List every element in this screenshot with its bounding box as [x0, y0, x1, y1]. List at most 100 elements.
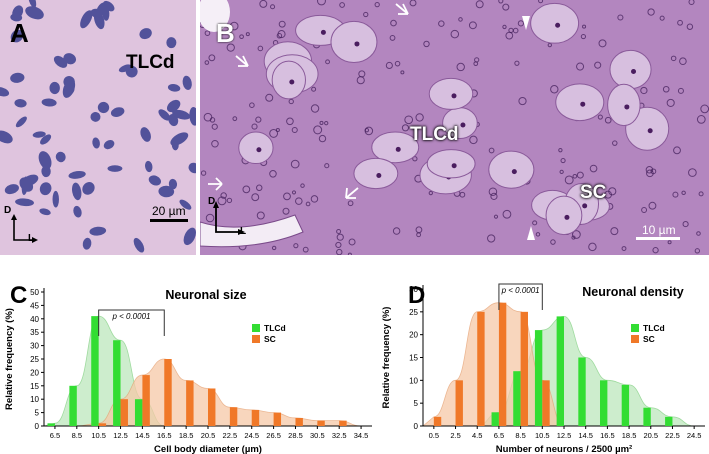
panel-a-scale-bar	[150, 219, 188, 222]
y-tick-label: 25	[30, 355, 39, 364]
legend-swatch	[631, 335, 639, 343]
panel-a-axis-d: D	[4, 205, 12, 216]
legend-label: SC	[264, 334, 276, 344]
panel-a-region-label: TLCd	[126, 52, 175, 73]
panel-b-letter: B	[216, 18, 235, 48]
y-axis-label: Relative frequency (%)	[4, 308, 15, 410]
panel-b-axis-l: L	[240, 226, 247, 237]
panel-b-axis-d: D	[208, 196, 216, 207]
sc-bar	[433, 416, 442, 426]
x-tick-label: 6.5	[494, 431, 504, 440]
sc-bar	[339, 420, 347, 426]
y-tick-label: 0	[35, 422, 40, 431]
y-tick-label: 10	[409, 376, 418, 385]
x-tick-label: 18.5	[622, 431, 637, 440]
y-tick-label: 40	[30, 315, 39, 324]
sc-bar	[477, 311, 485, 426]
x-axis-label: Number of neurons / 2500 µm²	[496, 444, 632, 454]
panel-a-micrograph	[0, 0, 196, 255]
tlcd-bar	[600, 380, 608, 426]
sc-bar	[208, 388, 216, 426]
x-tick-label: 10.5	[535, 431, 550, 440]
x-tick-label: 6.5	[50, 431, 60, 440]
x-tick-label: 14.5	[135, 431, 150, 440]
tlcd-bar	[556, 316, 564, 426]
y-tick-label: 50	[30, 288, 39, 297]
x-tick-label: 8.5	[515, 431, 525, 440]
y-tick-label: 45	[30, 301, 39, 310]
x-tick-label: 28.5	[288, 431, 303, 440]
chart-neuronal-density: 0 5 10 15 20 25 30 0.5 2.5 4.5 6.5 8.5 10.5 12.5 14.5 1…	[381, 283, 705, 454]
sc-bar	[273, 412, 282, 426]
panel-b-micrograph	[200, 0, 709, 255]
sc-bar	[98, 423, 107, 426]
x-tick-label: 24.5	[687, 431, 702, 440]
x-tick-label: 18.5	[179, 431, 194, 440]
tlcd-bar	[134, 399, 143, 426]
tlcd-bar	[578, 357, 586, 426]
panel-b-orientation	[213, 201, 245, 235]
sc-bar	[251, 409, 260, 426]
y-tick-label: 10	[30, 395, 39, 404]
x-tick-label: 14.5	[578, 431, 593, 440]
tlcd-bar	[491, 412, 499, 426]
y-tick-label: 5	[414, 399, 419, 408]
x-tick-label: 22.5	[223, 431, 238, 440]
tlcd-bar	[69, 385, 77, 426]
panel-a-scale-label: 20 µm	[152, 204, 186, 218]
x-tick-label: 12.5	[557, 431, 572, 440]
tlcd-bar	[47, 423, 55, 426]
panel-b-scale-bar	[636, 237, 680, 240]
x-tick-label: 20.5	[643, 431, 658, 440]
x-tick-label: 22.5	[665, 431, 680, 440]
sc-bar	[498, 302, 507, 426]
sc-bar	[317, 420, 325, 426]
legend-swatch	[252, 324, 260, 332]
sc-bar	[142, 375, 150, 426]
legend-swatch	[252, 335, 260, 343]
legend-label: SC	[643, 334, 655, 344]
panel-a-axis-l: L	[28, 233, 35, 244]
y-tick-label: 0	[414, 422, 419, 431]
panel-a-letter: A	[10, 18, 29, 48]
chart-neuronal-size: 0 5 10 15 20 25 30 35 40 45 50 6.5 8.5 10.5 12.5 14.5 16…	[4, 288, 372, 454]
y-tick-label: 35	[30, 328, 39, 337]
x-tick-label: 32.5	[332, 431, 347, 440]
sc-bar	[542, 380, 550, 426]
y-tick-label: 25	[409, 308, 418, 317]
sc-bar	[295, 417, 303, 426]
y-tick-label: 15	[409, 354, 418, 363]
sc-bar	[520, 311, 528, 426]
x-tick-label: 12.5	[113, 431, 128, 440]
x-tick-label: 10.5	[91, 431, 106, 440]
panel-a-orientation	[11, 214, 38, 243]
legend-label: TLCd	[264, 323, 286, 333]
y-tick-label: 30	[409, 285, 418, 294]
x-tick-label: 16.5	[157, 431, 172, 440]
arrowhead-icon	[527, 226, 535, 240]
y-tick-label: 20	[30, 368, 39, 377]
x-tick-label: 8.5	[72, 431, 82, 440]
sc-bar	[455, 380, 463, 426]
x-axis-label: Cell body diameter (µm)	[154, 444, 262, 454]
x-tick-label: 34.5	[354, 431, 369, 440]
y-axis-label: Relative frequency (%)	[381, 307, 392, 409]
tlcd-bar	[643, 407, 651, 426]
sc-bar	[164, 359, 172, 426]
y-tick-label: 20	[409, 331, 418, 340]
sc-bar	[186, 380, 194, 426]
y-tick-label: 30	[30, 342, 39, 351]
p-value-label: p < 0.0001	[501, 286, 540, 295]
significance-bracket	[98, 309, 165, 336]
tlcd-bar	[534, 330, 543, 426]
legend-label: TLCd	[643, 323, 665, 333]
panel-a-cells	[0, 0, 196, 255]
chart-title: Neuronal size	[165, 288, 246, 302]
arrowhead-icon	[522, 16, 530, 30]
x-tick-label: 2.5	[450, 431, 460, 440]
x-tick-label: 4.5	[472, 431, 482, 440]
panel-b-scale-label: 10 µm	[642, 223, 676, 237]
tlcd-bar	[113, 340, 121, 426]
x-tick-label: 24.5	[244, 431, 259, 440]
panel-b-cells	[200, 0, 709, 255]
